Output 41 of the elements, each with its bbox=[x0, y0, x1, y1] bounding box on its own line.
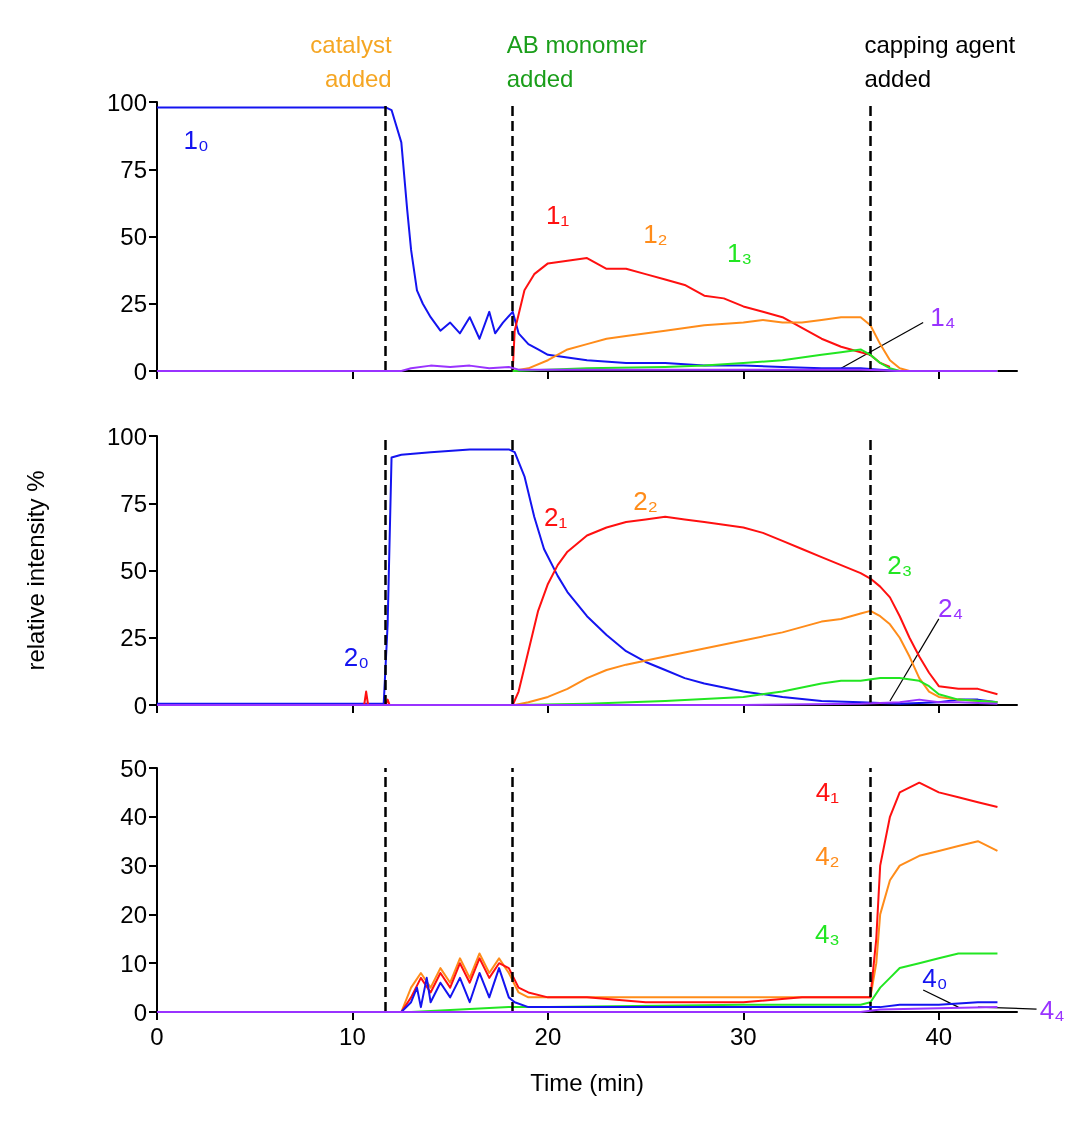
series-label: 4₂ bbox=[815, 840, 840, 871]
text: 1₂ bbox=[643, 218, 668, 249]
y-tick-label: 0 bbox=[133, 691, 147, 719]
x-tick-label: 40 bbox=[925, 1022, 953, 1050]
y-tick-label: 0 bbox=[133, 357, 147, 385]
y-tick-label: 100 bbox=[106, 88, 147, 116]
y-tick-label: 100 bbox=[106, 422, 147, 450]
series-label: 2₀ bbox=[343, 641, 369, 672]
y-tick-label: 0 bbox=[133, 998, 147, 1026]
y-tick-label: 20 bbox=[120, 900, 147, 928]
y-tick-label: 40 bbox=[120, 803, 147, 831]
y-tick-label: 75 bbox=[120, 489, 147, 517]
text: 4₃ bbox=[814, 918, 840, 949]
series-label: 2₁ bbox=[544, 501, 568, 532]
x-tick-label: 20 bbox=[534, 1022, 562, 1050]
series-label: 1₄ bbox=[930, 302, 956, 333]
series-label: 4₄ bbox=[1039, 994, 1065, 1025]
text: 2₄ bbox=[938, 593, 964, 624]
y-tick-label: 50 bbox=[120, 754, 147, 782]
ref-line-label: capping agent added bbox=[864, 30, 1016, 92]
series-label: 4₁ bbox=[815, 777, 840, 808]
y-tick-label: 25 bbox=[120, 624, 147, 652]
y-axis-title: relative intensity % bbox=[21, 470, 49, 671]
text: 1₃ bbox=[726, 237, 752, 268]
x-tick-label: 30 bbox=[730, 1022, 757, 1050]
y-tick-label: 25 bbox=[120, 290, 147, 318]
y-tick-label: 30 bbox=[120, 852, 147, 880]
y-tick-label: 50 bbox=[120, 223, 147, 250]
y-tick-label: 75 bbox=[120, 155, 147, 183]
series-label: 1₀ bbox=[183, 124, 209, 155]
x-axis-title: Time (min) bbox=[530, 1068, 644, 1096]
ref-line-label: catalyst added bbox=[310, 30, 392, 92]
ref-line-label: AB monomer added bbox=[506, 30, 647, 92]
y-tick-label: 50 bbox=[120, 557, 147, 584]
y-tick-label: 10 bbox=[120, 949, 147, 977]
text: 2₃ bbox=[887, 550, 913, 581]
text: 2₂ bbox=[633, 485, 658, 516]
x-tick-label: 0 bbox=[150, 1022, 164, 1050]
series-label: 4₀ bbox=[922, 962, 948, 993]
series-label: 1₁ bbox=[546, 199, 570, 230]
x-tick-label: 10 bbox=[339, 1022, 366, 1050]
